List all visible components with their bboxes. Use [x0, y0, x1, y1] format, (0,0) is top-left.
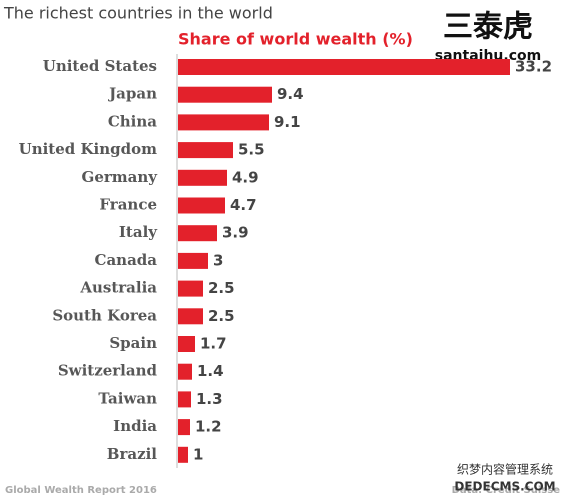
category-label: Japan	[107, 85, 157, 103]
category-label: Taiwan	[98, 389, 157, 407]
bar	[178, 280, 203, 297]
bar	[178, 197, 225, 214]
value-label: 1.4	[197, 362, 224, 380]
value-label: 2.5	[208, 307, 235, 325]
bar	[178, 252, 208, 269]
category-label: Germany	[82, 168, 159, 186]
category-label: India	[113, 417, 157, 435]
value-label: 2.5	[208, 279, 235, 297]
source-right: Data: Credit Suisse	[452, 485, 561, 496]
value-label: 9.1	[274, 113, 301, 131]
watermark: 织梦内容管理系统	[457, 462, 553, 477]
bar	[178, 419, 190, 436]
bar	[178, 225, 217, 242]
category-label: South Korea	[52, 306, 157, 324]
category-label: China	[108, 112, 157, 130]
value-label: 1.7	[200, 335, 227, 353]
chart-subtitle: Share of world wealth (%)	[178, 30, 413, 49]
category-label: Switzerland	[58, 362, 158, 380]
bar	[178, 446, 188, 463]
value-label: 3.9	[222, 224, 249, 242]
bar	[178, 142, 233, 159]
bar	[178, 114, 269, 131]
bar	[178, 336, 195, 352]
bar	[178, 308, 203, 325]
value-label: 1.2	[195, 418, 222, 436]
watermark: DEDECMS.COM	[454, 480, 555, 494]
bar	[178, 169, 227, 186]
bar	[178, 86, 272, 103]
bar	[178, 391, 191, 408]
value-label: 4.7	[230, 196, 257, 214]
value-label: 9.4	[277, 85, 304, 103]
category-label: United States	[43, 57, 157, 75]
watermark: 三泰虎	[443, 10, 533, 45]
value-label: 33.2	[515, 58, 552, 76]
chart-title: The richest countries in the world	[3, 4, 273, 23]
category-label: Canada	[95, 251, 158, 269]
source-left: Global Wealth Report 2016	[5, 485, 157, 496]
bar	[178, 363, 192, 380]
value-label: 1	[193, 445, 203, 463]
category-label: United Kingdom	[19, 140, 157, 158]
category-label: Australia	[79, 279, 157, 297]
value-label: 1.3	[196, 390, 223, 408]
category-label: Italy	[119, 223, 158, 241]
value-label: 3	[213, 251, 223, 269]
category-label: Spain	[109, 334, 157, 352]
category-label: France	[99, 196, 157, 214]
value-label: 5.5	[238, 141, 265, 159]
value-label: 4.9	[232, 168, 259, 186]
category-label: Brazil	[107, 445, 158, 463]
bar	[178, 59, 510, 75]
